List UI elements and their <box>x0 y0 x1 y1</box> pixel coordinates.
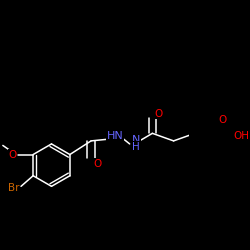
Text: N: N <box>132 135 140 145</box>
Text: H: H <box>132 142 140 152</box>
Text: O: O <box>93 158 101 168</box>
Text: HN: HN <box>107 131 124 141</box>
Text: O: O <box>8 150 17 160</box>
Text: O: O <box>154 109 162 119</box>
Text: OH: OH <box>234 130 250 140</box>
Text: O: O <box>218 115 226 125</box>
Text: Br: Br <box>8 183 19 193</box>
